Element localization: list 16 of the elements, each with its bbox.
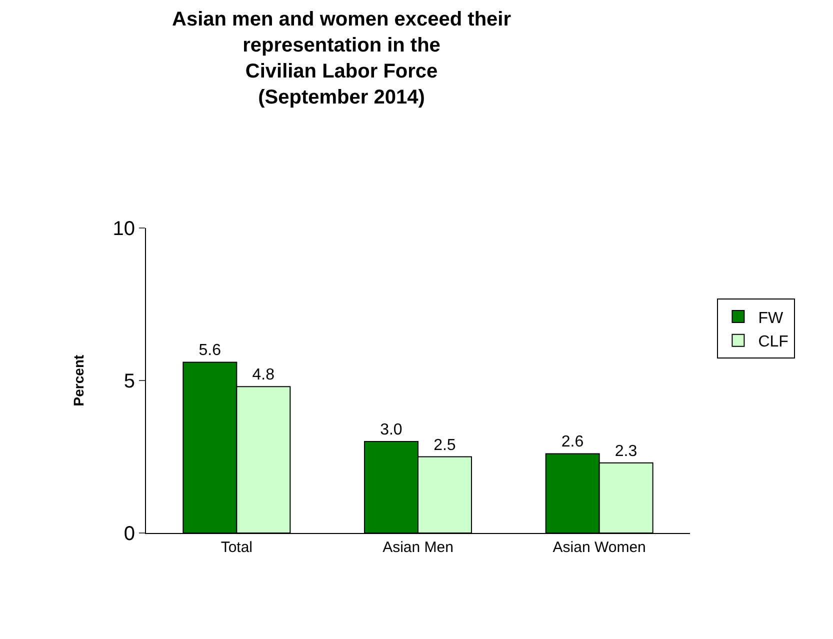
chart-title: Asian men and women exceed their representation in the Civilian Labor Force (September 2014) bbox=[172, 8, 512, 109]
data-label: 5.6 bbox=[198, 342, 222, 360]
data-label: 4.8 bbox=[252, 366, 275, 384]
x-tick-label: Asian Women bbox=[552, 539, 646, 556]
legend-label: CLF bbox=[758, 334, 789, 351]
y-tick-label: 5 bbox=[124, 370, 135, 392]
x-tick-label: Total bbox=[220, 539, 253, 556]
x-tick-label: Asian Men bbox=[382, 539, 454, 556]
y-tick-label: 10 bbox=[112, 218, 135, 240]
y-axis-title: Percent bbox=[70, 354, 86, 406]
data-label: 3.0 bbox=[380, 422, 402, 438]
data-label: 2.6 bbox=[561, 434, 584, 451]
data-label: 2.5 bbox=[434, 436, 456, 454]
legend-label: FW bbox=[758, 310, 784, 327]
data-label: 2.3 bbox=[614, 442, 638, 460]
y-tick-label: 0 bbox=[124, 523, 135, 545]
